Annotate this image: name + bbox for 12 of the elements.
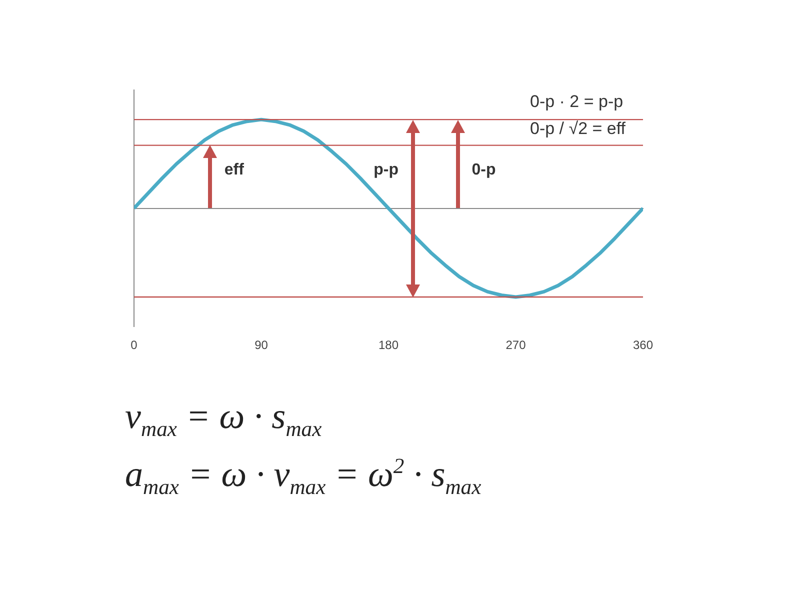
- text: 0-p · 2 = p-p: [530, 92, 624, 112]
- text: a$_{max}$ = ω · v$_{max}$ = ω$^{2}$ · s$_{max}$: [125, 453, 482, 500]
- text: v$_{max}$ = ω · s$_{max}$: [125, 395, 322, 442]
- annotation: 0-p: [472, 162, 496, 179]
- x-tick-label: 90: [254, 338, 268, 352]
- x-tick-label: 360: [632, 338, 654, 352]
- annotation: 0-p / √2 = eff: [530, 119, 626, 139]
- x-tick-label: 0: [130, 338, 138, 352]
- x-tick-label: 180: [378, 338, 399, 352]
- annotation: p-p: [374, 162, 399, 179]
- annotation: eff: [224, 162, 245, 179]
- x-tick-label: 270: [506, 338, 526, 352]
